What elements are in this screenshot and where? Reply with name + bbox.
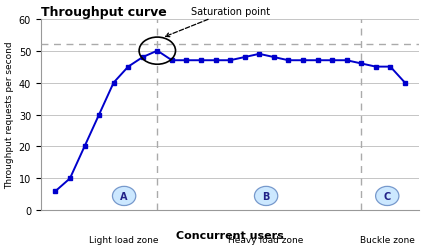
Text: B: B bbox=[262, 191, 270, 201]
X-axis label: Concurrent users: Concurrent users bbox=[176, 230, 284, 240]
Ellipse shape bbox=[376, 186, 399, 206]
Text: Heavy load zone: Heavy load zone bbox=[228, 235, 304, 244]
Text: Throughput curve: Throughput curve bbox=[41, 6, 167, 18]
Text: Buckle zone: Buckle zone bbox=[360, 235, 415, 244]
Y-axis label: Throughput requests per second: Throughput requests per second bbox=[6, 42, 14, 188]
Text: Saturation point: Saturation point bbox=[166, 6, 270, 38]
Ellipse shape bbox=[113, 186, 136, 206]
Text: C: C bbox=[384, 191, 391, 201]
Text: Light load zone: Light load zone bbox=[89, 235, 159, 244]
Text: A: A bbox=[120, 191, 128, 201]
Ellipse shape bbox=[255, 186, 278, 206]
